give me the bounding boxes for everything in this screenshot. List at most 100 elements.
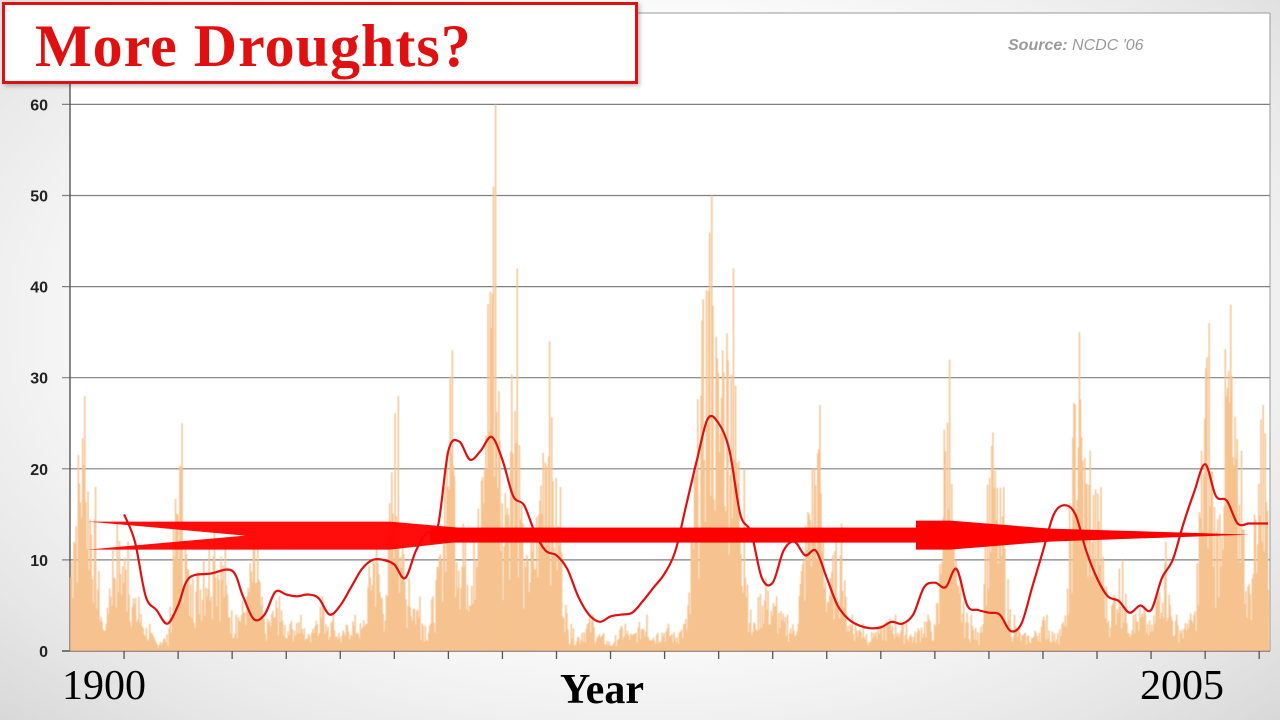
- drought-bar: [476, 567, 478, 651]
- drought-bar: [1152, 631, 1154, 651]
- drought-bar: [1207, 548, 1209, 651]
- drought-bar: [322, 606, 325, 651]
- y-tick-label: 60: [30, 97, 48, 114]
- drought-bar: [1126, 623, 1128, 651]
- drought-bar: [1267, 589, 1270, 651]
- drought-bar: [833, 619, 835, 651]
- drought-bar: [617, 640, 619, 651]
- source-text: NCDC '06: [1072, 37, 1144, 54]
- drought-bar: [666, 627, 669, 651]
- drought-bar: [712, 305, 714, 651]
- drought-bar: [1195, 630, 1197, 651]
- drought-bar: [957, 586, 960, 651]
- drought-bar: [1100, 487, 1102, 651]
- drought-bar: [1089, 450, 1091, 651]
- drought-bar: [1181, 629, 1183, 651]
- drought-bar: [850, 626, 853, 651]
- drought-bar: [513, 538, 515, 651]
- drought-bar: [254, 583, 257, 651]
- drought-bar: [672, 642, 674, 651]
- drought-bar: [1167, 617, 1169, 651]
- drought-bar: [1251, 578, 1254, 651]
- drought-bar: [929, 621, 931, 651]
- drought-bar: [1202, 474, 1205, 651]
- drought-bar: [99, 620, 101, 651]
- drought-bar: [1013, 614, 1016, 651]
- drought-bar: [421, 623, 423, 651]
- drought-bar: [161, 642, 164, 651]
- drought-bar: [343, 632, 345, 651]
- drought-bar: [341, 635, 343, 651]
- drought-bar: [778, 613, 780, 651]
- drought-bar: [352, 621, 354, 651]
- drought-bar: [901, 624, 903, 651]
- drought-bar: [927, 614, 929, 651]
- drought-bar: [192, 578, 194, 651]
- drought-bar: [983, 583, 985, 651]
- drought-bar: [103, 631, 105, 651]
- drought-bar: [670, 635, 672, 651]
- drought-bar: [402, 554, 405, 651]
- drought-bar: [966, 612, 968, 651]
- drought-bar: [332, 614, 335, 651]
- drought-bar: [384, 620, 387, 651]
- drought-bar: [276, 608, 278, 651]
- x-start-label: 1900: [62, 663, 146, 709]
- drought-bar: [70, 577, 72, 651]
- drought-bar: [1254, 519, 1257, 651]
- drought-bar: [86, 549, 88, 651]
- drought-bar: [1174, 620, 1177, 651]
- drought-bar: [423, 641, 425, 651]
- drought-bar: [871, 632, 873, 651]
- drought-bar: [359, 623, 362, 651]
- drought-bar: [920, 627, 923, 651]
- drought-bar: [911, 637, 913, 651]
- drought-bar: [750, 609, 752, 651]
- drought-bar: [1148, 620, 1151, 651]
- drought-bar: [1055, 639, 1058, 651]
- drought-bar: [117, 592, 120, 651]
- drought-bar: [602, 632, 605, 651]
- drought-bar: [474, 599, 476, 651]
- drought-bar: [652, 637, 655, 651]
- drought-bar: [1128, 633, 1130, 651]
- drought-bar: [885, 640, 887, 651]
- drought-bar: [1180, 633, 1182, 651]
- drought-bar: [868, 642, 871, 651]
- drought-bar: [1050, 643, 1053, 651]
- drought-bar: [241, 601, 244, 651]
- drought-bar: [1190, 613, 1192, 651]
- drought-bar: [516, 268, 518, 651]
- drought-bar: [568, 643, 570, 651]
- drought-bar: [951, 483, 953, 651]
- drought-bar: [491, 293, 494, 651]
- drought-bar: [1196, 563, 1198, 651]
- drought-bar: [479, 529, 482, 651]
- drought-bar: [480, 480, 483, 651]
- drought-bar: [92, 603, 95, 651]
- drought-bar: [432, 596, 434, 651]
- drought-bar: [365, 623, 367, 651]
- drought-bar: [286, 638, 288, 651]
- drought-bar: [93, 519, 96, 651]
- drought-bar: [284, 624, 286, 651]
- drought-bar: [1025, 644, 1028, 651]
- drought-bar: [1023, 633, 1025, 651]
- drought-bar: [890, 630, 893, 651]
- drought-bar: [257, 532, 259, 651]
- drought-bar: [325, 624, 327, 651]
- drought-bar: [1131, 630, 1134, 651]
- drought-bar: [409, 607, 411, 651]
- chart-title: More Droughts?: [35, 13, 472, 79]
- drought-bar: [838, 618, 841, 651]
- drought-bar: [985, 605, 988, 651]
- drought-bar: [740, 554, 742, 651]
- drought-bar: [956, 584, 958, 651]
- drought-bar: [190, 584, 192, 651]
- drought-bar: [507, 514, 510, 651]
- drought-bar: [847, 625, 849, 651]
- drought-bar: [235, 614, 237, 651]
- drought-bar: [620, 625, 622, 651]
- drought-bar: [167, 646, 169, 651]
- drought-bar: [880, 625, 883, 651]
